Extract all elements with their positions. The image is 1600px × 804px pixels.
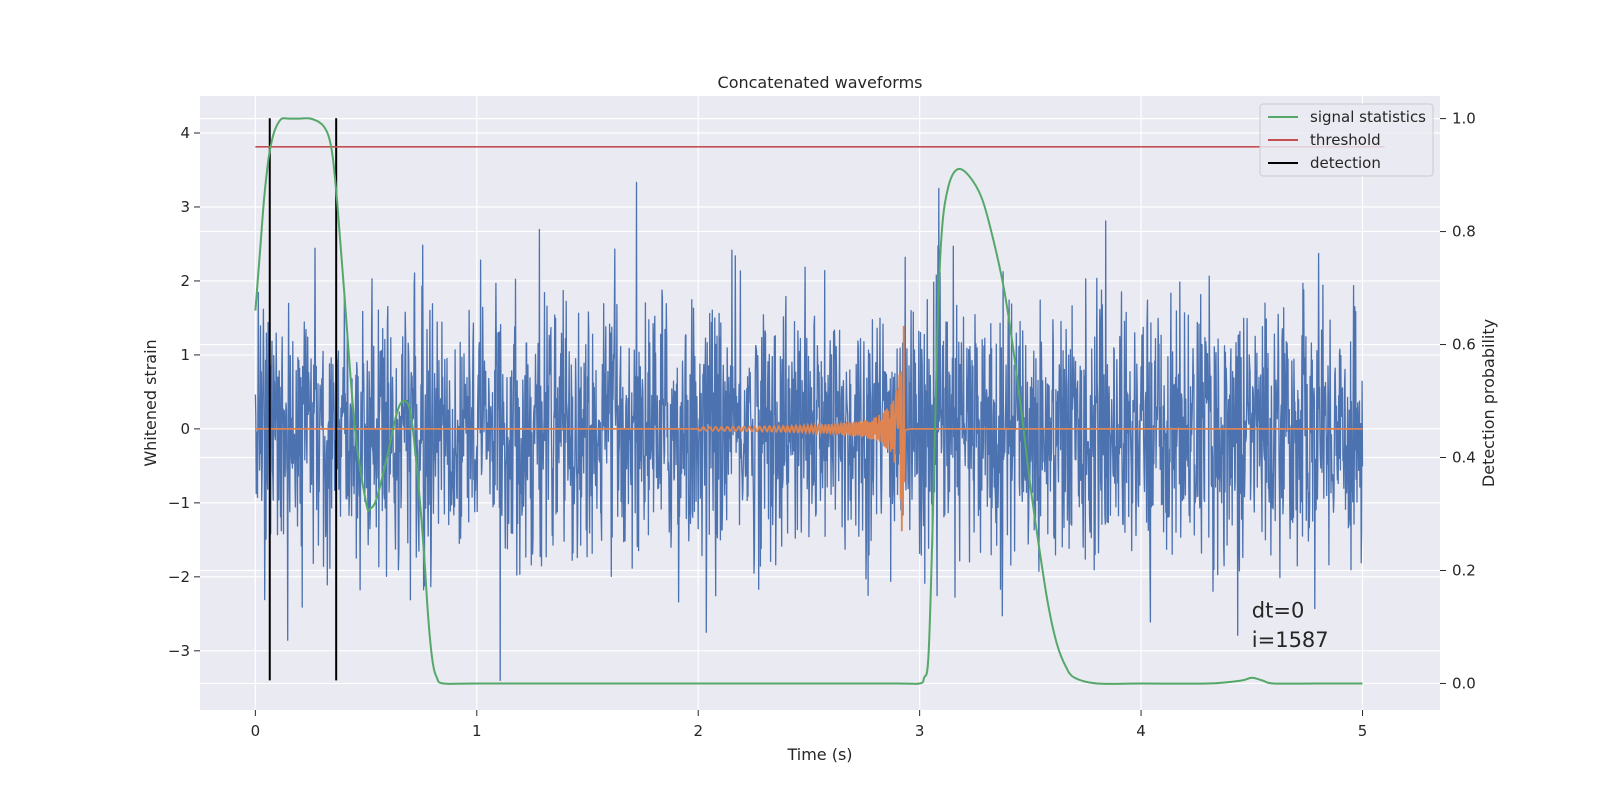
y-tick-label: −2	[168, 568, 190, 586]
axes: 0 1 2 3 4 5 −3 −2 −1 0 1 2 3 4 0.0 0.2 0.4 0.6 0.8 1.0	[168, 110, 1476, 740]
x-tick-label: 3	[915, 722, 925, 740]
y-tick-label: 4	[180, 124, 190, 142]
y2-tick-label: 0.4	[1452, 449, 1476, 467]
x-axis-title: Time (s)	[786, 745, 852, 764]
x-tick-label: 0	[251, 722, 261, 740]
legend-box	[1259, 103, 1434, 177]
y-tick-label: −1	[168, 494, 190, 512]
annotation-text: dt=0	[1252, 599, 1305, 623]
annotation-text: i=1587	[1252, 628, 1329, 652]
x-tick-label: 4	[1136, 722, 1146, 740]
noise-series	[254, 181, 1364, 682]
waveform-trace	[255, 325, 1363, 532]
series-layer	[254, 117, 1385, 685]
y2-tick-label: 0.2	[1452, 561, 1476, 579]
y2-axis-title: Detection probability	[1479, 319, 1498, 487]
legend-label-detection: detection	[1310, 154, 1381, 172]
x-tick-label: 5	[1358, 722, 1368, 740]
y-tick-label: 0	[180, 420, 190, 438]
legend-label-signal-statistics: signal statistics	[1310, 108, 1426, 126]
annotations: dt=0 i=1587	[1252, 599, 1329, 653]
x-tick-label: 1	[472, 722, 482, 740]
y-tick-label: 3	[180, 198, 190, 216]
x-tick-label: 2	[693, 722, 703, 740]
y2-tick-label: 0.8	[1452, 223, 1476, 241]
noise-trace	[254, 181, 1364, 682]
y2-tick-label: 0.6	[1452, 336, 1476, 354]
legend-label-threshold: threshold	[1310, 131, 1381, 149]
legend: signal statistics threshold detection	[1259, 103, 1434, 177]
y-tick-label: 2	[180, 272, 190, 290]
y-tick-label: −3	[168, 642, 190, 660]
y2-tick-label: 0.0	[1452, 674, 1476, 692]
signal-statistics-line	[254, 117, 1363, 685]
y-axis-title: Whitened strain	[141, 339, 160, 466]
chart-title: Concatenated waveforms	[718, 73, 923, 92]
y-tick-label: 1	[180, 346, 190, 364]
y2-tick-label: 1.0	[1452, 110, 1476, 128]
